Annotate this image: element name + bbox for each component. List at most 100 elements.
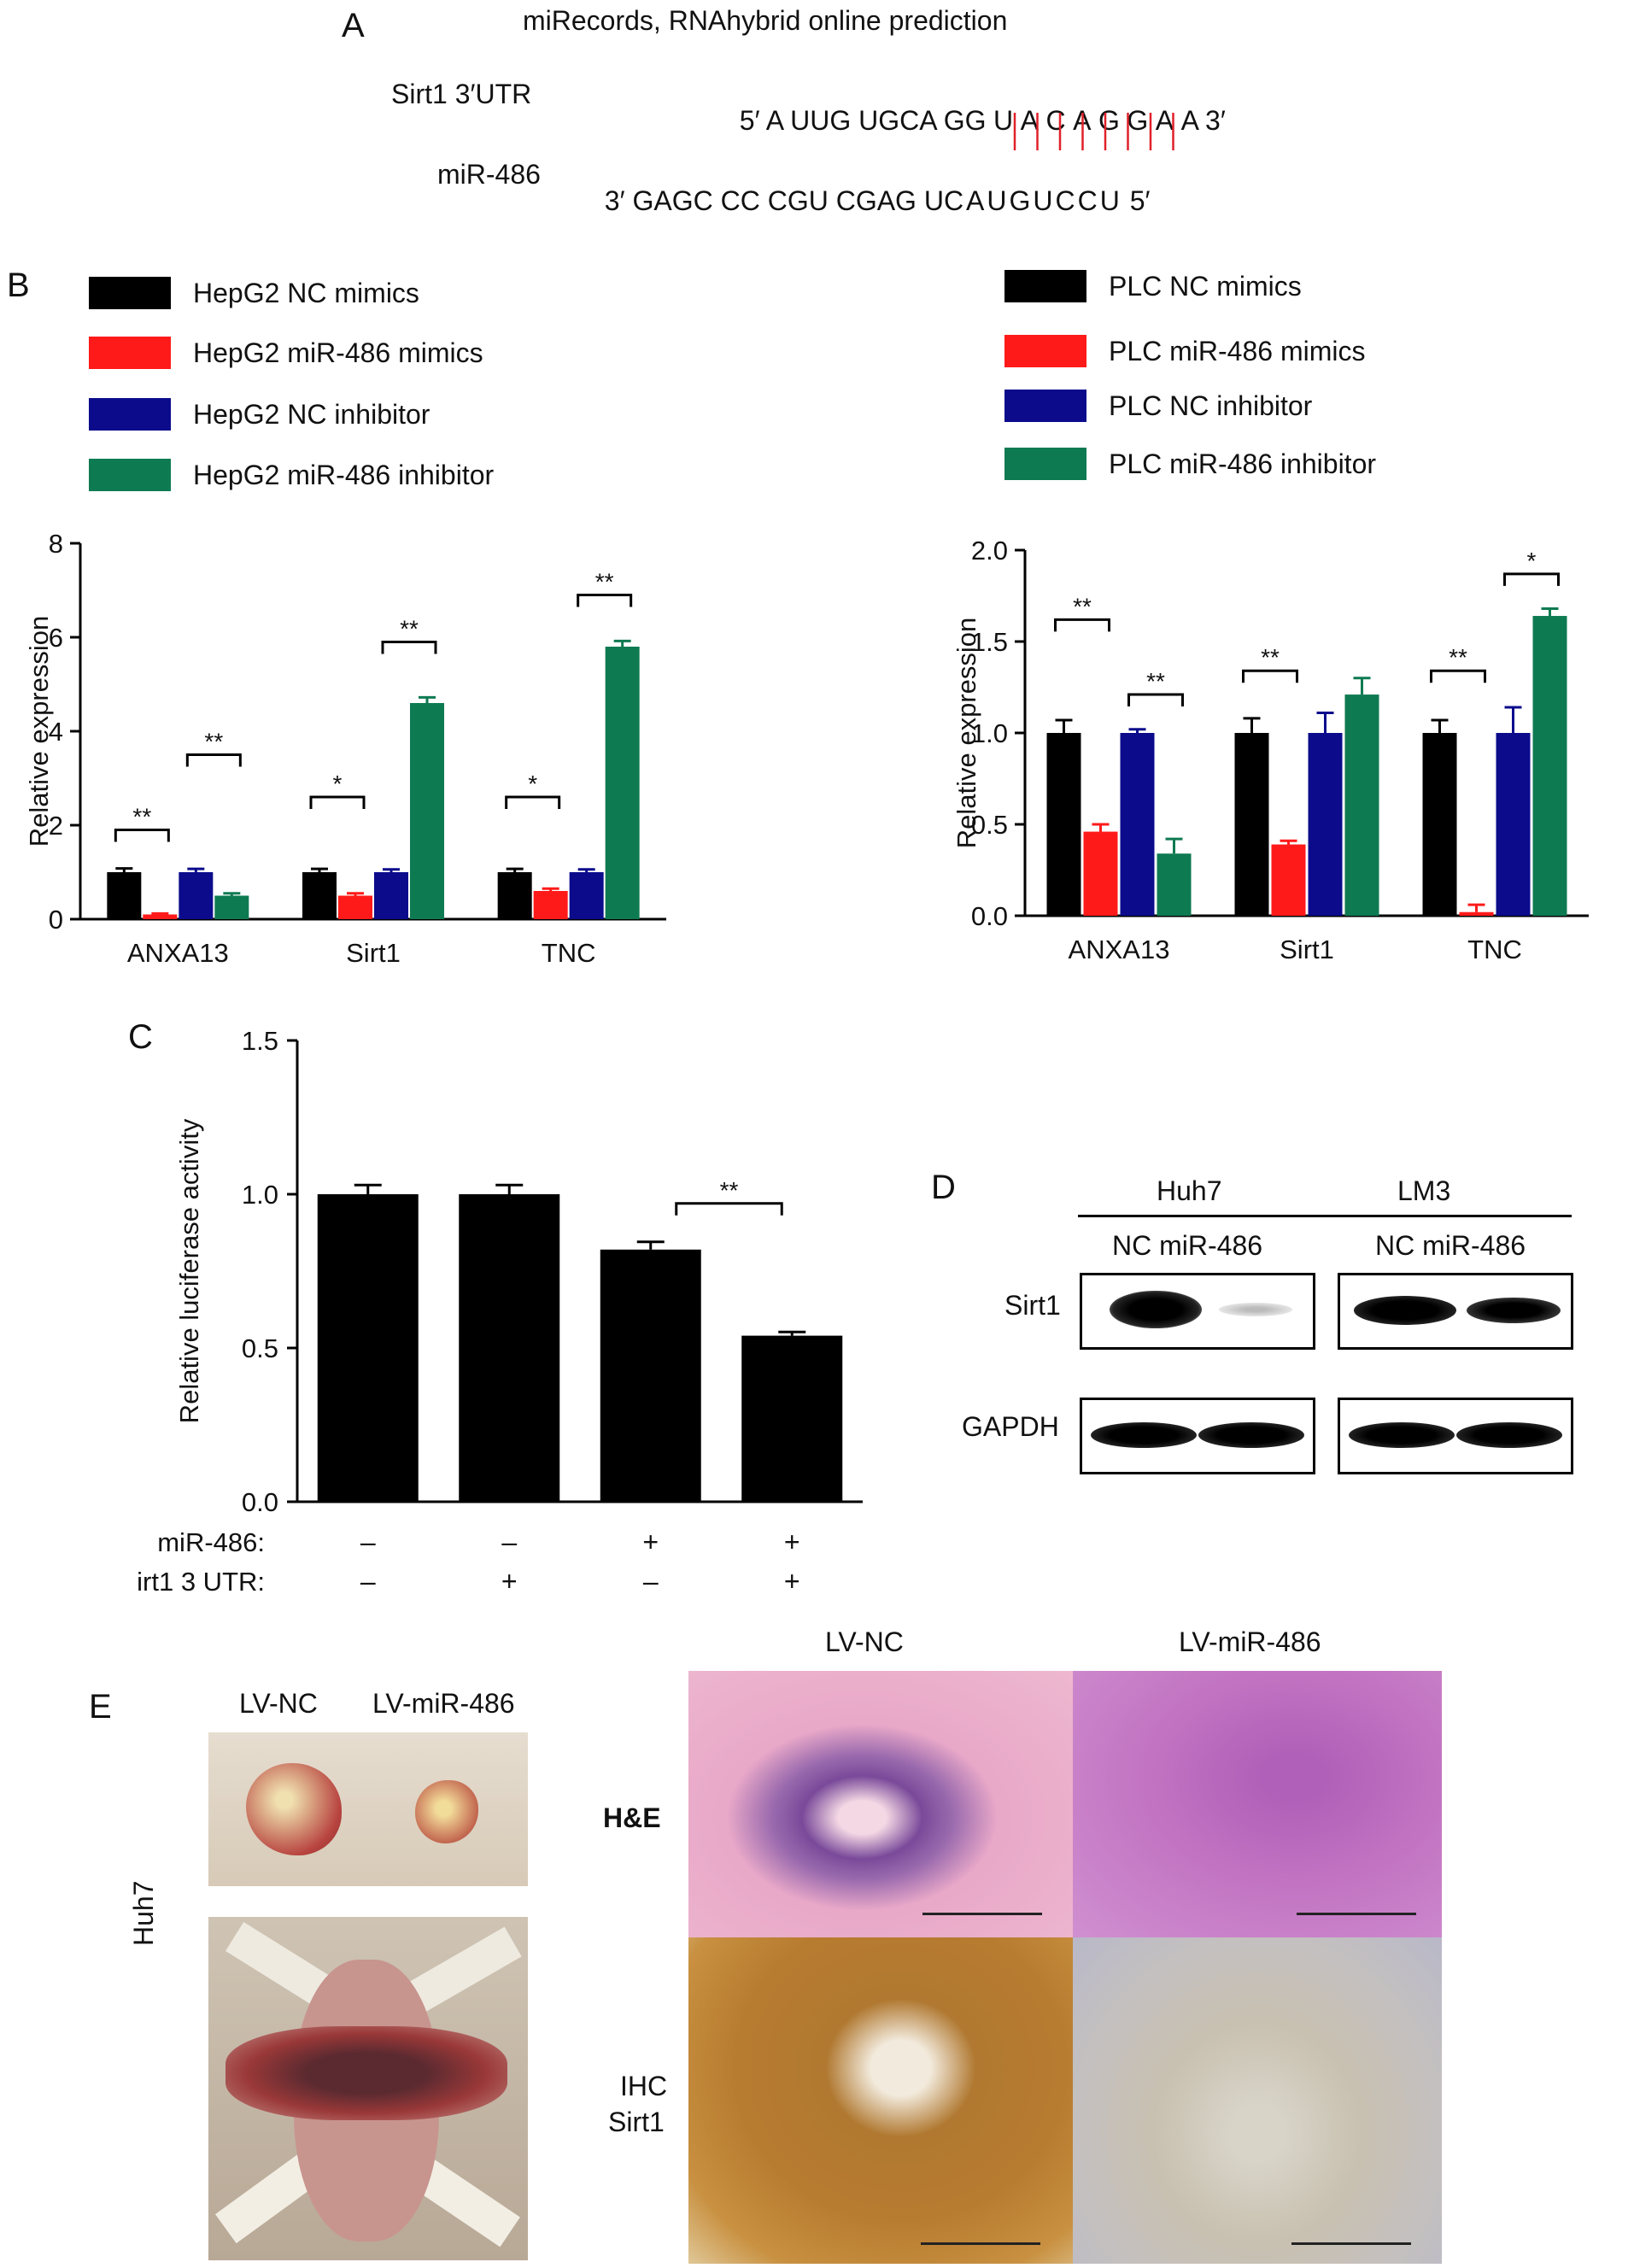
bar	[1271, 844, 1306, 916]
significance-bracket	[1127, 693, 1184, 707]
sirt1-utr-label: Sirt1 3′UTR	[391, 79, 532, 109]
bar	[1046, 733, 1081, 916]
mir486-label: miR-486	[437, 159, 541, 190]
panel-label-b: B	[7, 267, 30, 304]
significance-bracket	[1503, 572, 1560, 586]
ihc-lv-mir486-image	[1073, 1937, 1442, 2264]
mouse-photo	[208, 1917, 528, 2260]
western-header-line	[1078, 1215, 1572, 1217]
legend-label: PLC NC inhibitor	[1109, 390, 1313, 421]
bar	[600, 1249, 701, 1502]
legend-label: HepG2 NC mimics	[193, 277, 419, 308]
legend-item: PLC NC inhibitor	[1004, 390, 1312, 422]
legend-swatch-blue	[1004, 390, 1086, 422]
legend-item: PLC NC mimics	[1004, 270, 1302, 302]
x-tick-label: Sirt1	[1280, 935, 1334, 964]
significance-bracket	[381, 641, 437, 654]
bar	[741, 1335, 843, 1502]
panel-label-a: A	[342, 7, 365, 44]
band	[1198, 1422, 1304, 1448]
row-label-ihc-sirt1: Sirt1	[608, 2107, 665, 2137]
ihc-lv-nc-image	[688, 1937, 1075, 2264]
significance-bracket	[1430, 669, 1486, 683]
row-label-he: H&E	[603, 1802, 661, 1833]
y-tick-label: 6	[49, 623, 63, 653]
bar	[459, 1194, 560, 1502]
legend-label: PLC miR-486 mimics	[1109, 335, 1366, 366]
legend-item: HepG2 miR-486 inhibitor	[89, 459, 494, 491]
he-lv-mir486-image	[1073, 1671, 1442, 1937]
legend-label: HepG2 NC inhibitor	[193, 398, 430, 430]
seq1-prefix: 5′ A UUG UGCA G	[739, 105, 965, 136]
bar	[317, 1194, 419, 1502]
western-group-lm3: LM3	[1397, 1175, 1451, 1206]
scale-bar	[922, 1913, 1042, 1915]
bar	[1157, 853, 1192, 916]
significance-label: **	[204, 729, 223, 755]
bar	[1234, 733, 1269, 916]
bar	[410, 703, 444, 919]
y-tick-label: 2	[49, 811, 63, 841]
legend-label: PLC NC mimics	[1109, 270, 1302, 302]
sirt1-utr-sequence: 5′ A UUG UGCA GGUACAGGAA 3′	[724, 73, 1226, 137]
y-tick-label: 0.5	[242, 1333, 278, 1363]
mouse-open-abdomen	[225, 2026, 507, 2120]
y-axis-label: Relative luciferase activity	[174, 1118, 204, 1423]
western-row-sirt1: Sirt1	[1004, 1290, 1061, 1321]
panel-a-title: miRecords, RNAhybrid online prediction	[523, 5, 1008, 36]
significance-bracket	[309, 795, 366, 809]
panel-label-c: C	[128, 1018, 153, 1056]
significance-label: **	[1146, 668, 1165, 694]
bar	[1496, 733, 1531, 916]
bar	[1422, 733, 1457, 916]
legend-item: PLC miR-486 inhibitor	[1004, 448, 1376, 480]
western-group-huh7: Huh7	[1157, 1175, 1222, 1206]
significance-label: **	[1449, 644, 1467, 671]
y-tick-label: 1.0	[971, 718, 1008, 748]
y-tick-label: 4	[49, 717, 63, 747]
he-lv-nc-image	[688, 1671, 1075, 1937]
legend-item: HepG2 miR-486 mimics	[89, 337, 483, 369]
row-label-ihc: IHC	[620, 2071, 668, 2101]
significance-label: *	[333, 771, 343, 797]
scale-bar	[921, 2242, 1040, 2245]
bar	[374, 872, 408, 919]
significance-label: **	[720, 1177, 739, 1204]
seq2-suffix: 5′	[1122, 185, 1151, 216]
bar	[1532, 616, 1567, 916]
bar	[338, 895, 372, 919]
panel-label-e: E	[89, 1688, 112, 1726]
bar	[497, 872, 532, 919]
y-tick-label: 0.0	[242, 1487, 278, 1517]
y-tick-label: 0	[49, 905, 63, 935]
legend-swatch-black	[1004, 270, 1086, 302]
y-axis-label: Relative expression	[24, 616, 54, 847]
bar	[1083, 831, 1118, 916]
western-lane-labels-lm3: NC miR-486	[1375, 1230, 1526, 1261]
significance-bracket	[185, 753, 242, 767]
significance-label: **	[1073, 593, 1092, 619]
panel-label-d: D	[931, 1169, 956, 1206]
row-label-mir486: miR-486:	[157, 1527, 265, 1557]
significance-label: **	[400, 616, 419, 642]
legend-item: HepG2 NC mimics	[89, 277, 419, 309]
band	[1354, 1296, 1456, 1325]
significance-label: **	[595, 569, 614, 595]
condition-sirt1-utr: –	[643, 1566, 659, 1597]
bar	[1120, 733, 1155, 916]
legend-item: PLC miR-486 mimics	[1004, 335, 1365, 367]
x-tick-label: ANXA13	[1069, 935, 1170, 964]
legend-label: HepG2 miR-486 inhibitor	[193, 459, 495, 490]
significance-label: *	[528, 771, 537, 797]
bar	[1344, 694, 1379, 916]
significance-bracket	[577, 594, 633, 607]
y-axis-label: Relative expression	[952, 618, 981, 849]
condition-sirt1-utr: +	[501, 1566, 518, 1597]
y-tick-label: 8	[49, 529, 63, 559]
legend-swatch-green	[89, 459, 171, 491]
blot-gapdh-lm3	[1338, 1398, 1573, 1474]
legend-swatch-red	[1004, 335, 1086, 367]
y-tick-label: 1.0	[242, 1180, 278, 1210]
mir486-sequence: 3′ GAGC CC CGU CGAG UCAUGUCCU 5′	[589, 154, 1151, 217]
seq1-suffix: A 3′	[1180, 105, 1226, 136]
